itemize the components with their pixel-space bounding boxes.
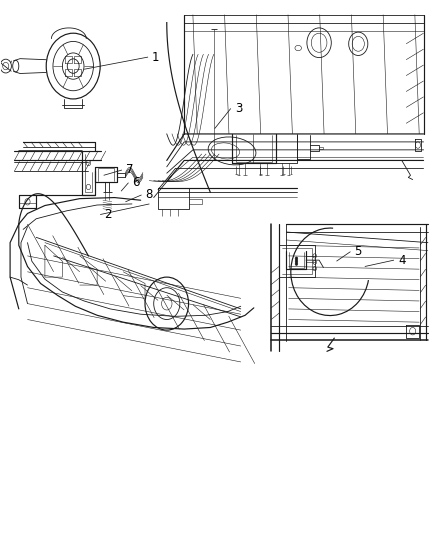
- Circle shape: [295, 257, 298, 260]
- Text: 2: 2: [104, 208, 112, 221]
- Text: 7: 7: [126, 164, 134, 176]
- Text: 5: 5: [355, 245, 362, 258]
- Text: 4: 4: [398, 254, 406, 266]
- Text: 6: 6: [133, 176, 140, 189]
- Circle shape: [295, 262, 298, 265]
- Circle shape: [295, 260, 298, 263]
- Text: 3: 3: [235, 102, 242, 115]
- Text: 8: 8: [146, 189, 153, 201]
- Text: 1: 1: [152, 51, 159, 63]
